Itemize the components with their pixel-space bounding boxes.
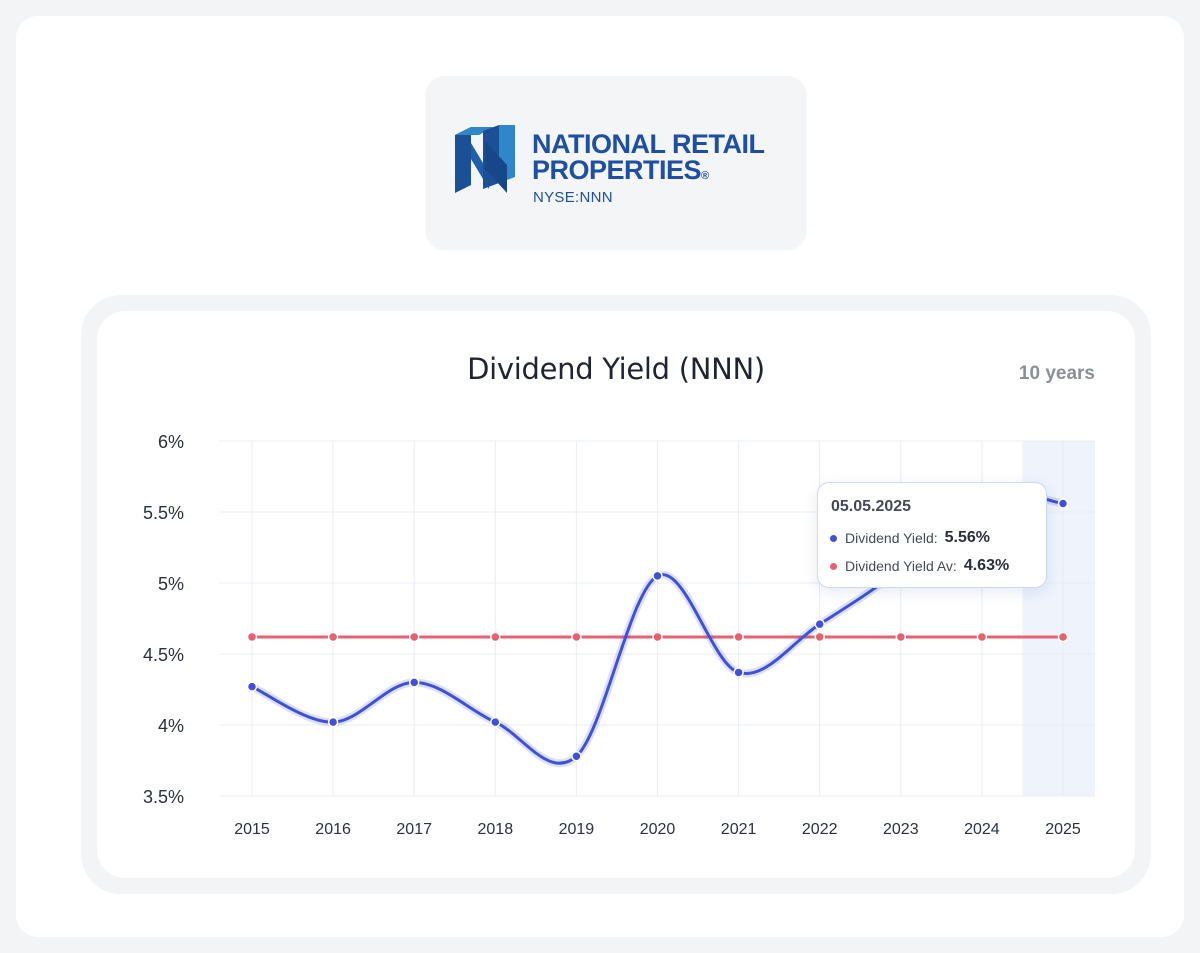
chart-tooltip: 05.05.2025 Dividend Yield: 5.56% Dividen…	[817, 482, 1047, 588]
data-point-dividend-yield-av	[814, 631, 825, 643]
data-point-dividend-yield-av	[895, 631, 907, 643]
data-point-dividend-yield	[327, 716, 339, 728]
tooltip-yield-label: Dividend Yield:	[845, 530, 938, 546]
x-tick-label: 2024	[964, 821, 1000, 838]
tooltip-yield-value: 5.56%	[944, 529, 990, 546]
company-name-line1: NATIONAL RETAIL	[532, 129, 765, 159]
x-tick-label: 2025	[1045, 821, 1081, 838]
data-point-dividend-yield	[571, 750, 582, 762]
x-tick-label: 2016	[315, 821, 351, 838]
company-name-line2: PROPERTIES®	[532, 155, 709, 185]
tooltip-average-label: Dividend Yield Av:	[845, 558, 957, 574]
data-point-dividend-yield	[814, 618, 825, 630]
tooltip-date: 05.05.2025	[831, 498, 912, 515]
x-tick-label: 2020	[640, 821, 676, 838]
tooltip-row-yield: Dividend Yield: 5.56%	[830, 529, 990, 547]
y-tick-label: 5.5%	[143, 503, 184, 523]
data-point-dividend-yield-av	[733, 631, 744, 643]
x-tick-label: 2015	[234, 821, 270, 838]
nnn-logo-icon	[455, 125, 515, 193]
tooltip-yield-dot	[830, 534, 837, 542]
dividend-yield-chart: 6% 5.5% 5% 4.5% 4% 3.5% 2015 2016 2017 2018 2019 20…	[143, 432, 1095, 838]
x-tick-label: 2022	[802, 821, 838, 838]
data-point-dividend-yield-av	[652, 631, 663, 643]
period-selector[interactable]: 10 years	[1018, 363, 1095, 384]
company-name: NATIONAL RETAIL PROPERTIES®	[532, 129, 765, 189]
data-point-dividend-yield-av	[408, 631, 420, 643]
data-point-dividend-yield-av	[246, 631, 258, 643]
y-tick-label: 3.5%	[143, 787, 184, 807]
data-point-dividend-yield-av	[976, 631, 988, 643]
x-tick-label: 2023	[883, 821, 919, 838]
registered-mark: ®	[701, 170, 709, 182]
y-tick-label: 4%	[158, 716, 184, 736]
y-tick-label: 5%	[158, 574, 184, 594]
chart-title: Dividend Yield (NNN)	[467, 352, 765, 386]
data-point-dividend-yield	[408, 677, 420, 688]
tooltip-row-average: Dividend Yield Av: 4.63%	[830, 557, 1009, 575]
data-point-dividend-yield-av	[490, 631, 501, 643]
data-point-dividend-yield	[733, 667, 744, 678]
ticker-label: NYSE:NNN	[533, 189, 613, 206]
x-tick-label: 2021	[721, 821, 757, 838]
data-point-dividend-yield	[1057, 498, 1069, 509]
x-tick-label: 2018	[478, 821, 514, 838]
data-point-dividend-yield-av	[1057, 631, 1069, 643]
page-container: NATIONAL RETAIL PROPERTIES® NYSE:NNN Div…	[16, 16, 1184, 937]
x-tick-label: 2017	[396, 821, 432, 838]
tooltip-average-value: 4.63%	[963, 557, 1010, 574]
y-tick-label: 4.5%	[143, 645, 184, 665]
chart-card	[97, 311, 1135, 878]
data-point-dividend-yield	[652, 570, 663, 582]
company-logo-card: NATIONAL RETAIL PROPERTIES® NYSE:NNN	[425, 76, 807, 250]
chart-frame: Dividend Yield (NNN) 10 years 6% 5.5% 5% 4.…	[81, 295, 1151, 894]
data-point-dividend-yield-av	[571, 631, 582, 643]
data-point-dividend-yield-av	[327, 631, 339, 643]
y-tick-label: 6%	[158, 432, 184, 452]
x-tick-label: 2019	[559, 821, 595, 838]
tooltip-average-dot	[830, 562, 837, 570]
data-point-dividend-yield	[246, 681, 258, 692]
data-point-dividend-yield	[490, 716, 501, 728]
